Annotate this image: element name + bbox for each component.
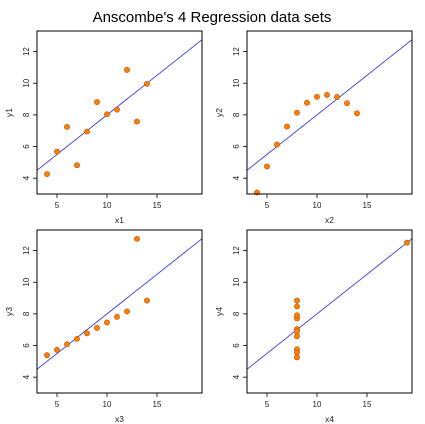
y-tick-label: 12 xyxy=(232,246,241,255)
y-tick-label: 6 xyxy=(232,343,241,348)
regression-line-3 xyxy=(37,238,202,370)
regression-line-1 xyxy=(37,39,202,171)
data-point xyxy=(74,335,80,342)
x-tick-label: 5 xyxy=(55,201,60,210)
regression-line-4 xyxy=(247,238,412,370)
x-tick-label: 10 xyxy=(313,400,322,409)
data-point xyxy=(344,100,350,107)
data-point xyxy=(264,163,270,170)
y-tick-label: 10 xyxy=(22,277,31,286)
y-tick-label: 10 xyxy=(232,78,241,87)
x-tick-label: 15 xyxy=(153,400,162,409)
data-point xyxy=(404,239,410,246)
y-tick-label: 6 xyxy=(232,144,241,149)
data-point xyxy=(124,308,130,315)
data-point xyxy=(294,354,300,361)
panel-1: 5 10 15 4 6 8 10 12 x1 y1 xyxy=(4,30,203,225)
y-axis-label: y2 xyxy=(214,108,224,117)
y-tick-label: 12 xyxy=(232,47,241,56)
data-point xyxy=(294,312,300,319)
y-tick-label: 8 xyxy=(22,311,31,316)
x-axis-label: x4 xyxy=(325,414,334,424)
data-point xyxy=(294,333,300,340)
panel-2: 5 10 15 4 6 8 10 12 x2 y2 xyxy=(214,30,413,225)
x-tick-label: 15 xyxy=(363,400,372,409)
data-point xyxy=(124,67,130,73)
data-point xyxy=(294,109,300,116)
data-point xyxy=(354,110,360,117)
plot-frame-1 xyxy=(36,30,203,195)
data-point xyxy=(294,297,300,304)
y-tick-label: 10 xyxy=(22,78,31,87)
y-tick-label: 10 xyxy=(232,277,241,286)
panel-4: 5 10 15 4 6 8 10 12 x4 y4 xyxy=(214,229,413,424)
y-tick-label: 6 xyxy=(22,343,31,348)
x-tick-label: 15 xyxy=(153,201,162,210)
data-point xyxy=(84,128,90,135)
data-point xyxy=(64,124,70,130)
x-tick-label: 5 xyxy=(265,201,270,210)
y-axis-label: y1 xyxy=(4,108,14,117)
plot-frame-2 xyxy=(246,30,413,195)
y-axis-label: y4 xyxy=(214,307,224,316)
data-point xyxy=(64,341,70,348)
y-tick-label: 4 xyxy=(232,175,241,180)
data-point xyxy=(134,235,140,242)
data-point xyxy=(334,94,340,100)
y-tick-label: 4 xyxy=(232,374,241,379)
data-point xyxy=(94,325,100,331)
y-tick-label: 8 xyxy=(22,112,31,117)
y-tick-label: 4 xyxy=(22,374,31,379)
regression-line-2 xyxy=(247,39,412,171)
data-point xyxy=(294,349,300,356)
y-tick-label: 12 xyxy=(22,246,31,255)
y-tick-label: 4 xyxy=(22,175,31,180)
data-point xyxy=(284,123,290,130)
x-tick-label: 5 xyxy=(55,400,60,409)
data-point xyxy=(304,99,310,106)
data-point xyxy=(74,162,80,169)
x-tick-label: 10 xyxy=(103,400,112,409)
x-tick-label: 10 xyxy=(103,201,112,210)
data-point xyxy=(94,99,100,105)
y-tick-label: 8 xyxy=(232,311,241,316)
panel-3: 5 10 15 4 6 8 10 12 x3 y3 xyxy=(4,229,203,424)
data-point xyxy=(114,313,120,320)
x-axis-label: x2 xyxy=(325,215,334,225)
data-point xyxy=(274,141,280,148)
data-point xyxy=(294,303,300,310)
data-point xyxy=(84,330,90,337)
chart-title: Anscombe's 4 Regression data sets xyxy=(93,9,332,26)
data-point xyxy=(104,111,110,118)
data-point xyxy=(324,92,330,98)
plot-frame-4 xyxy=(246,229,413,394)
y-tick-label: 6 xyxy=(22,144,31,149)
x-axis-label: x1 xyxy=(115,215,124,225)
data-point xyxy=(44,352,50,359)
x-tick-label: 5 xyxy=(265,400,270,409)
data-point xyxy=(44,171,50,177)
data-point xyxy=(294,328,300,335)
plot-frame-3 xyxy=(36,229,203,394)
data-point xyxy=(54,346,60,353)
y-axis-label: y3 xyxy=(4,307,14,316)
data-point xyxy=(144,297,150,304)
data-point xyxy=(314,93,320,100)
x-tick-label: 15 xyxy=(363,201,372,210)
data-point xyxy=(114,106,120,113)
data-point xyxy=(134,118,140,125)
x-tick-label: 10 xyxy=(313,201,322,210)
data-point xyxy=(104,319,110,326)
data-point xyxy=(54,148,60,155)
data-point xyxy=(144,80,150,87)
x-axis-label: x3 xyxy=(115,414,124,424)
y-tick-label: 8 xyxy=(232,112,241,117)
y-tick-label: 12 xyxy=(22,47,31,56)
